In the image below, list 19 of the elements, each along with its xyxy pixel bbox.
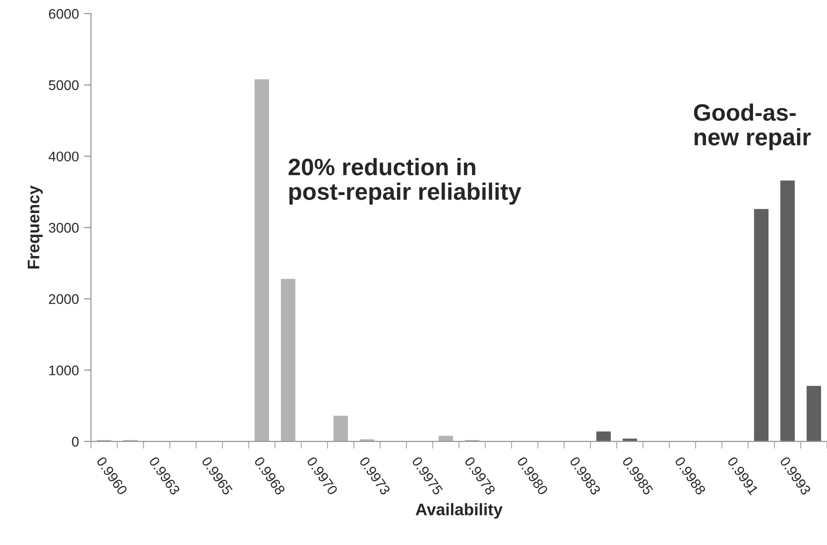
y-tick-label: 6000 [48,8,79,19]
annotation: 20% reduction in post-repair reliability [288,158,522,205]
y-tick-label: 0 [72,436,79,447]
bar [438,436,454,442]
bar [280,278,296,442]
bar [333,416,348,442]
annotation: Good-as- new repair [694,104,811,150]
bar [596,431,611,442]
y-tick-label: 2000 [48,294,79,304]
bar [806,386,822,442]
bar [254,79,270,442]
y-tick-label: 1000 [49,365,79,376]
y-axis-title: Frequency [28,185,43,269]
y-tick-label: 4000 [48,152,79,162]
bar [754,209,769,442]
x-axis-title: Availability [416,503,503,519]
bar [780,180,795,442]
y-tick-label: 3000 [48,222,79,233]
y-tick-label: 5000 [48,80,79,90]
